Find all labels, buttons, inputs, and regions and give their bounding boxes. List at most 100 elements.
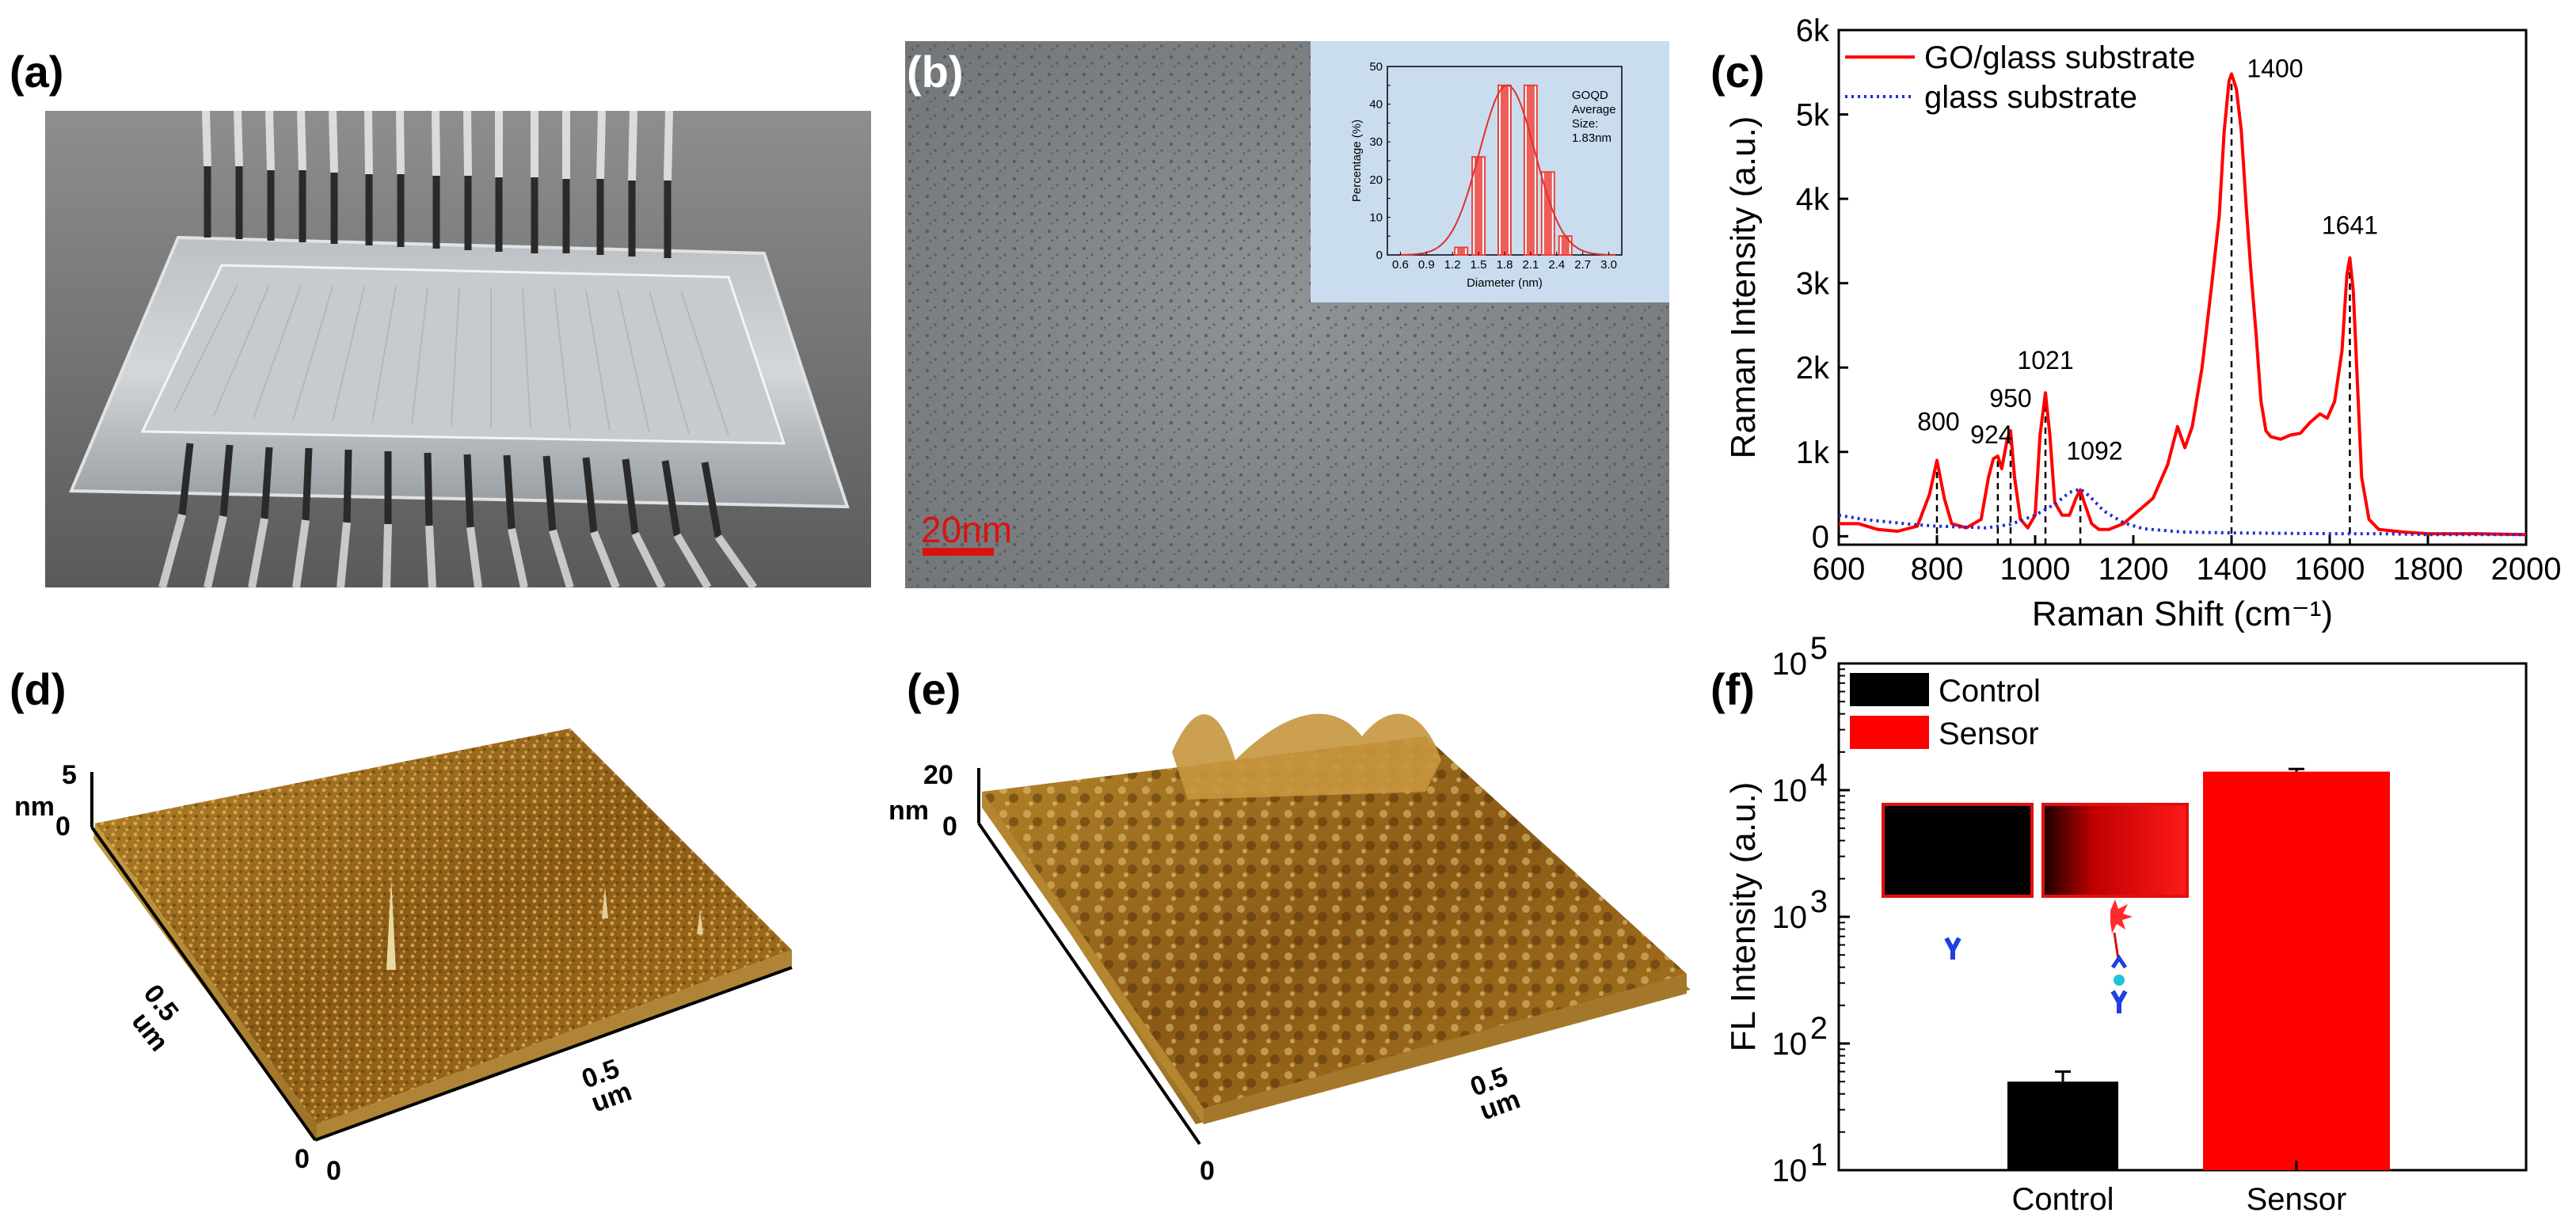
fl-y-axis-label: FL Intensity (a.u.) — [1724, 782, 1763, 1052]
panel-d: (d) 5 0 nm 0.5 um 0.5 um 0 0 — [10, 664, 793, 1186]
inset-x-tick-label: 1.5 — [1471, 258, 1487, 272]
inset-x-tick-label: 1.8 — [1497, 258, 1513, 272]
panel-c-label: (c) — [1710, 47, 1764, 97]
fl-bar-control — [2007, 1081, 2118, 1170]
fl-y-tick-exponent: 4 — [1810, 758, 1828, 793]
fl-y-tick-exponent: 1 — [1810, 1138, 1828, 1173]
inset-y-tick-label: 20 — [1369, 173, 1383, 187]
inset-annotation-line: 1.83nm — [1572, 131, 1611, 145]
inset-bar-fill — [1501, 85, 1509, 255]
inset-background — [1311, 41, 1669, 302]
raman-peak-label: 950 — [1989, 384, 2031, 412]
raman-x-axis-label: Raman Shift (cm⁻¹) — [2032, 595, 2333, 633]
raman-chart: 600 800 1000 1200 1400 1600 1800 2000 0 1k 2k 3k 4k 5… — [1724, 13, 2561, 633]
fl-legend-swatch-sensor — [1850, 716, 1929, 749]
afm-e-origin: 0 — [1200, 1156, 1215, 1186]
fl-legend-label-sensor: Sensor — [1939, 717, 2039, 751]
fl-legend-label-control: Control — [1939, 674, 2041, 709]
raman-peak-label: 800 — [1917, 407, 1959, 435]
afm-surface-d — [93, 728, 792, 1140]
raman-y-tick-label: 5k — [1796, 98, 1830, 133]
inset-x-tick-label: 0.6 — [1392, 258, 1409, 272]
afm-d-zunit: nm — [14, 792, 55, 822]
inset-bar-fill — [1561, 236, 1570, 255]
inset-x-tick-label: 1.2 — [1444, 258, 1461, 272]
fluorescence-images — [1882, 803, 2189, 898]
fl-y-tick-exponent: 5 — [1810, 631, 1828, 666]
raman-series-glass — [1838, 487, 2526, 537]
inset-y-tick-label: 10 — [1369, 211, 1383, 224]
inset-x-axis-label: Diameter (nm) — [1467, 276, 1543, 290]
panel-a-label: (a) — [10, 47, 63, 97]
afm-e-zmax: 20 — [923, 760, 953, 790]
panel-b: (b) 20nm 0.6 0.9 1.2 1.5 1.8 2.1 2.4 2.7 3.0 0 10 2… — [905, 41, 1669, 588]
inset-y-axis-label: Percentage (%) — [1350, 120, 1364, 202]
afm-d-zmin: 0 — [55, 812, 70, 842]
inset-bar-fill — [1543, 172, 1552, 255]
fl-legend-swatch-control — [1850, 673, 1929, 706]
device-photo — [45, 110, 871, 590]
inset-annotation-line: Size: — [1572, 117, 1598, 131]
fl-x-tick-label: Sensor — [2247, 1182, 2347, 1217]
raman-y-tick-label: 1k — [1796, 435, 1830, 470]
fl-y-tick-base: 10 — [1772, 900, 1808, 935]
raman-x-tick-label: 600 — [1813, 552, 1866, 587]
raman-plot-frame — [1837, 29, 2528, 546]
inset-x-tick-label: 2.7 — [1574, 258, 1591, 272]
afm-surface-e — [982, 713, 1691, 1124]
inset-bar-fill — [1474, 157, 1483, 255]
raman-peak-label: 1641 — [2322, 211, 2378, 240]
raman-peak-label: 1092 — [2066, 437, 2122, 466]
inset-x-tick-label: 0.9 — [1418, 258, 1435, 272]
inset-x-tick-label: 2.1 — [1522, 258, 1539, 272]
raman-series-go-glass — [1839, 72, 2527, 537]
raman-x-tick-label: 1000 — [2000, 552, 2071, 587]
raman-legend-label-glass: glass substrate — [1924, 80, 2137, 115]
inset-y-tick-label: 30 — [1369, 135, 1383, 149]
panel-a: (a) — [10, 47, 871, 590]
panel-e: (e) 20 0 nm 0.5 um 0 — [888, 664, 1691, 1186]
raman-x-tick-label: 1800 — [2393, 552, 2464, 587]
fl-x-tick-label: Control — [2012, 1182, 2114, 1217]
afm-axes-e — [977, 768, 1201, 1146]
scale-bar: 20nm — [921, 509, 1012, 556]
afm-d-zmax: 5 — [62, 760, 77, 790]
fl-y-tick-base: 10 — [1772, 1154, 1808, 1188]
fl-y-tick-exponent: 3 — [1810, 884, 1828, 919]
scale-bar-line — [923, 548, 994, 556]
raman-y-tick-label: 6k — [1796, 13, 1830, 48]
raman-peak-label: 1021 — [2017, 346, 2073, 374]
raman-x-tick-label: 1200 — [2098, 552, 2169, 587]
raman-peak-label: 924 — [1970, 420, 2012, 449]
raman-y-tick-label: 2k — [1796, 351, 1830, 386]
panel-b-label: (b) — [907, 47, 964, 97]
antibody-icon-control — [1944, 937, 1961, 960]
afm-axes-d — [90, 772, 793, 1142]
fl-bar-sensor — [2203, 771, 2390, 1170]
afm-e-zunit: nm — [888, 796, 929, 826]
afm-d-origin-a: 0 — [295, 1144, 310, 1174]
panel-d-label: (d) — [10, 664, 67, 714]
sensor-fluorescence-image — [2041, 803, 2189, 898]
inset-x-tick-label: 2.4 — [1548, 258, 1565, 272]
inset-y-tick-label: 0 — [1376, 249, 1383, 262]
fl-y-tick-base: 10 — [1772, 647, 1808, 682]
inset-y-tick-label: 40 — [1369, 98, 1383, 112]
panel-e-label: (e) — [907, 664, 961, 714]
inset-y-tick-label: 50 — [1369, 60, 1383, 74]
raman-peak-label: 1400 — [2247, 54, 2303, 82]
inset-histogram: 0.6 0.9 1.2 1.5 1.8 2.1 2.4 2.7 3.0 0 10 20 30 40 50 Di… — [1311, 41, 1669, 302]
raman-x-tick-label: 1400 — [2197, 552, 2267, 587]
panel-f-label: (f) — [1710, 664, 1755, 714]
raman-y-tick-label: 0 — [1812, 519, 1829, 554]
raman-y-tick-label: 4k — [1796, 182, 1830, 217]
raman-legend-label-go-glass: GO/glass substrate — [1924, 40, 2195, 75]
panel-c: (c) 600 800 1000 1200 1400 1600 1800 2000 0 1k 2k 3… — [1710, 13, 2561, 633]
raman-x-tick-label: 1600 — [2295, 552, 2365, 587]
inset-annotation-line: Average — [1572, 103, 1616, 116]
inset-annotation-line: GOQD — [1572, 89, 1608, 102]
fl-y-tick-exponent: 2 — [1810, 1011, 1828, 1046]
raman-x-tick-label: 2000 — [2491, 552, 2562, 587]
